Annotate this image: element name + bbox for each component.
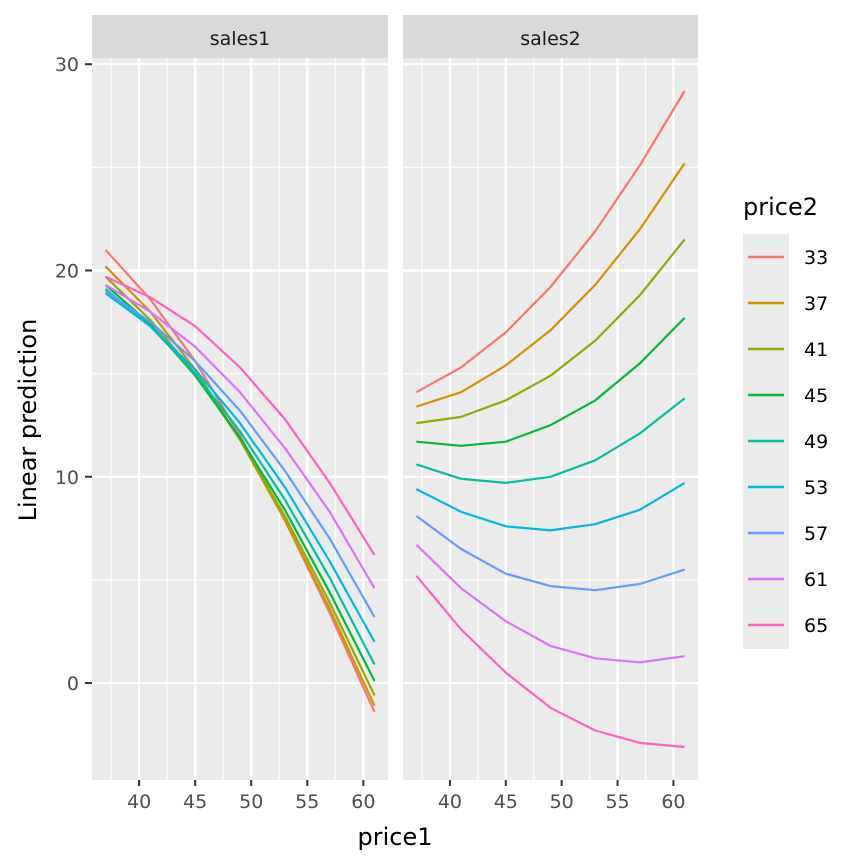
series-line-61: [104, 283, 376, 589]
series-line-41: [416, 238, 686, 425]
series-line-53: [415, 481, 686, 532]
x-tick-label: 40: [127, 791, 151, 813]
y-tick-label: 0: [67, 673, 79, 695]
legend-label: 65: [804, 615, 828, 637]
x-tick-label: 50: [550, 791, 574, 813]
series-line-65: [105, 275, 376, 556]
legend-label: 41: [804, 339, 828, 361]
x-tick-label: 60: [351, 791, 375, 813]
legend-label: 57: [804, 523, 828, 545]
series-line-61: [415, 544, 685, 664]
series-line-45: [104, 284, 376, 682]
legend: price2 33 37 41 45 49 53 57 61 65: [743, 193, 828, 649]
legend-item-57: 57: [748, 523, 828, 545]
panel-background: [92, 58, 388, 780]
x-tick-label: 55: [295, 791, 319, 813]
x-tick-label: 45: [183, 791, 207, 813]
facet-label: sales2: [520, 28, 581, 50]
x-tick-label: 45: [494, 791, 518, 813]
legend-label: 49: [804, 431, 828, 453]
series-line-33: [415, 90, 686, 394]
y-axis-title: Linear prediction: [14, 319, 42, 522]
legend-label: 61: [804, 569, 828, 591]
x-axis-title: price1: [358, 823, 433, 851]
y-tick-label: 10: [55, 467, 79, 489]
series-line-57: [104, 290, 376, 618]
y-tick-label: 30: [55, 54, 79, 76]
series-line-37: [416, 162, 686, 408]
legend-title: price2: [743, 193, 818, 221]
plot-panels: sales1 sales2: [92, 15, 698, 780]
series-line-57: [415, 515, 685, 592]
series-line-33: [104, 249, 376, 713]
legend-label: 37: [804, 293, 828, 315]
legend-item-37: 37: [748, 293, 828, 315]
legend-item-61: 61: [748, 569, 828, 591]
legend-label: 45: [804, 385, 828, 407]
legend-label: 33: [804, 247, 828, 269]
facet-strip: [403, 15, 698, 59]
legend-item-45: 45: [748, 385, 828, 407]
facet-label: sales1: [210, 28, 271, 50]
panel-sales1: sales1: [92, 15, 388, 780]
legend-label: 53: [804, 477, 828, 499]
panel-sales2: sales2: [403, 15, 698, 780]
legend-item-49: 49: [748, 431, 828, 453]
legend-item-65: 65: [748, 615, 828, 637]
series-line-65: [415, 575, 685, 749]
x-tick-label: 50: [239, 791, 263, 813]
series-line-45: [416, 317, 686, 447]
y-axis: 0 10 20 30: [55, 54, 92, 695]
y-tick-label: 20: [55, 260, 79, 282]
x-axes: 40 45 50 55 60 40 45 50 55 60: [127, 780, 686, 813]
facet-strip: [92, 15, 388, 59]
series-line-49: [416, 397, 686, 484]
legend-item-33: 33: [748, 247, 828, 269]
legend-item-41: 41: [748, 339, 828, 361]
legend-item-53: 53: [748, 477, 828, 499]
x-tick-label: 40: [438, 791, 462, 813]
x-tick-label: 55: [605, 791, 629, 813]
x-tick-label: 60: [661, 791, 685, 813]
series-line-53: [104, 292, 376, 643]
